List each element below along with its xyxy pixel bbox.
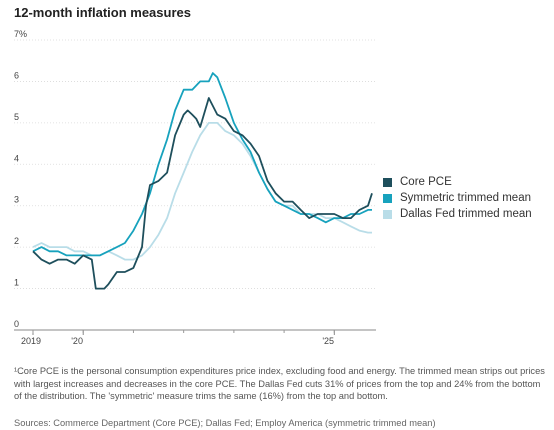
y-tick-label: 2 — [14, 236, 19, 246]
legend-label: Symmetric trimmed mean — [400, 192, 531, 204]
chart-title: 12-month inflation measures — [14, 5, 191, 20]
legend-label: Core PCE — [400, 176, 452, 188]
y-tick-label: 3 — [14, 195, 19, 205]
x-tick-label: '25 — [322, 336, 334, 346]
chart-legend: Core PCE Symmetric trimmed mean Dallas F… — [383, 176, 553, 224]
legend-swatch — [383, 210, 392, 219]
y-tick-label: 1 — [14, 278, 19, 288]
y-tick-label: 4 — [14, 153, 19, 163]
legend-swatch — [383, 194, 392, 203]
legend-item-dallas-fed-trimmed-mean: Dallas Fed trimmed mean — [383, 208, 553, 221]
x-tick-label: '20 — [71, 336, 83, 346]
series-line-core-pce — [32, 97, 373, 290]
y-tick-label: 5 — [14, 112, 19, 122]
line-chart: 7% 6 5 4 3 2 1 0 2019 '20 '25 — [14, 29, 376, 346]
y-tick-label: 6 — [14, 70, 19, 80]
legend-swatch — [383, 178, 392, 187]
legend-item-core-pce: Core PCE — [383, 176, 553, 189]
series-lines — [32, 72, 373, 290]
legend-label: Dallas Fed trimmed mean — [400, 208, 532, 220]
footnote: ¹Core PCE is the personal consumption ex… — [14, 366, 545, 401]
legend-item-symmetric-trimmed-mean: Symmetric trimmed mean — [383, 192, 553, 205]
x-axis-ticks: 2019 '20 '25 — [21, 330, 335, 346]
grid-lines — [14, 39, 376, 331]
series-line-symmetric-trimmed-mean — [32, 72, 372, 257]
source-note: Sources: Commerce Department (Core PCE);… — [14, 418, 436, 428]
y-tick-label: 7% — [14, 29, 27, 39]
x-tick-label: 2019 — [21, 336, 41, 346]
y-tick-label: 0 — [14, 319, 19, 329]
series-line-dallas-fed-trimmed-mean — [32, 122, 372, 261]
y-axis-ticks: 7% 6 5 4 3 2 1 0 — [14, 29, 27, 329]
